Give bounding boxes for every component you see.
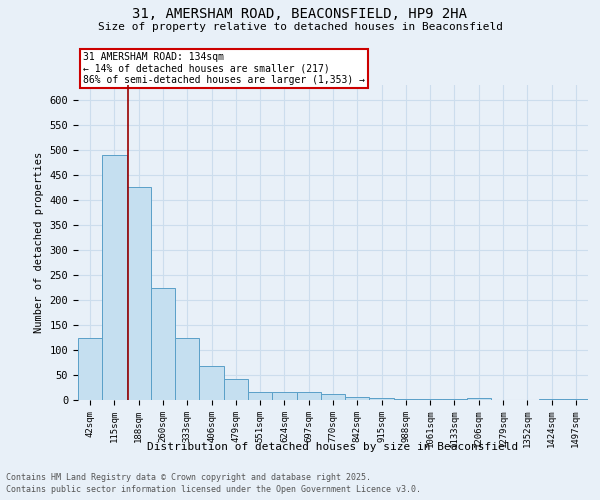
- Bar: [345, 397, 370, 400]
- Text: Distribution of detached houses by size in Beaconsfield: Distribution of detached houses by size …: [148, 442, 518, 452]
- Text: Contains HM Land Registry data © Crown copyright and database right 2025.: Contains HM Land Registry data © Crown c…: [6, 472, 371, 482]
- Bar: [78, 338, 102, 400]
- Bar: [199, 366, 224, 400]
- Bar: [418, 398, 442, 400]
- Bar: [467, 398, 491, 400]
- Bar: [224, 378, 248, 400]
- Bar: [370, 398, 394, 400]
- Bar: [394, 398, 418, 400]
- Bar: [296, 392, 321, 400]
- Text: Contains public sector information licensed under the Open Government Licence v3: Contains public sector information licen…: [6, 485, 421, 494]
- Text: Size of property relative to detached houses in Beaconsfield: Size of property relative to detached ho…: [97, 22, 503, 32]
- Bar: [539, 398, 564, 400]
- Bar: [127, 188, 151, 400]
- Text: 31 AMERSHAM ROAD: 134sqm
← 14% of detached houses are smaller (217)
86% of semi-: 31 AMERSHAM ROAD: 134sqm ← 14% of detach…: [83, 52, 365, 85]
- Bar: [442, 398, 467, 400]
- Bar: [175, 338, 199, 400]
- Bar: [248, 392, 272, 400]
- Bar: [151, 288, 175, 400]
- Bar: [321, 394, 345, 400]
- Bar: [102, 155, 127, 400]
- Bar: [564, 398, 588, 400]
- Text: 31, AMERSHAM ROAD, BEACONSFIELD, HP9 2HA: 31, AMERSHAM ROAD, BEACONSFIELD, HP9 2HA: [133, 8, 467, 22]
- Y-axis label: Number of detached properties: Number of detached properties: [34, 152, 44, 333]
- Bar: [272, 392, 296, 400]
